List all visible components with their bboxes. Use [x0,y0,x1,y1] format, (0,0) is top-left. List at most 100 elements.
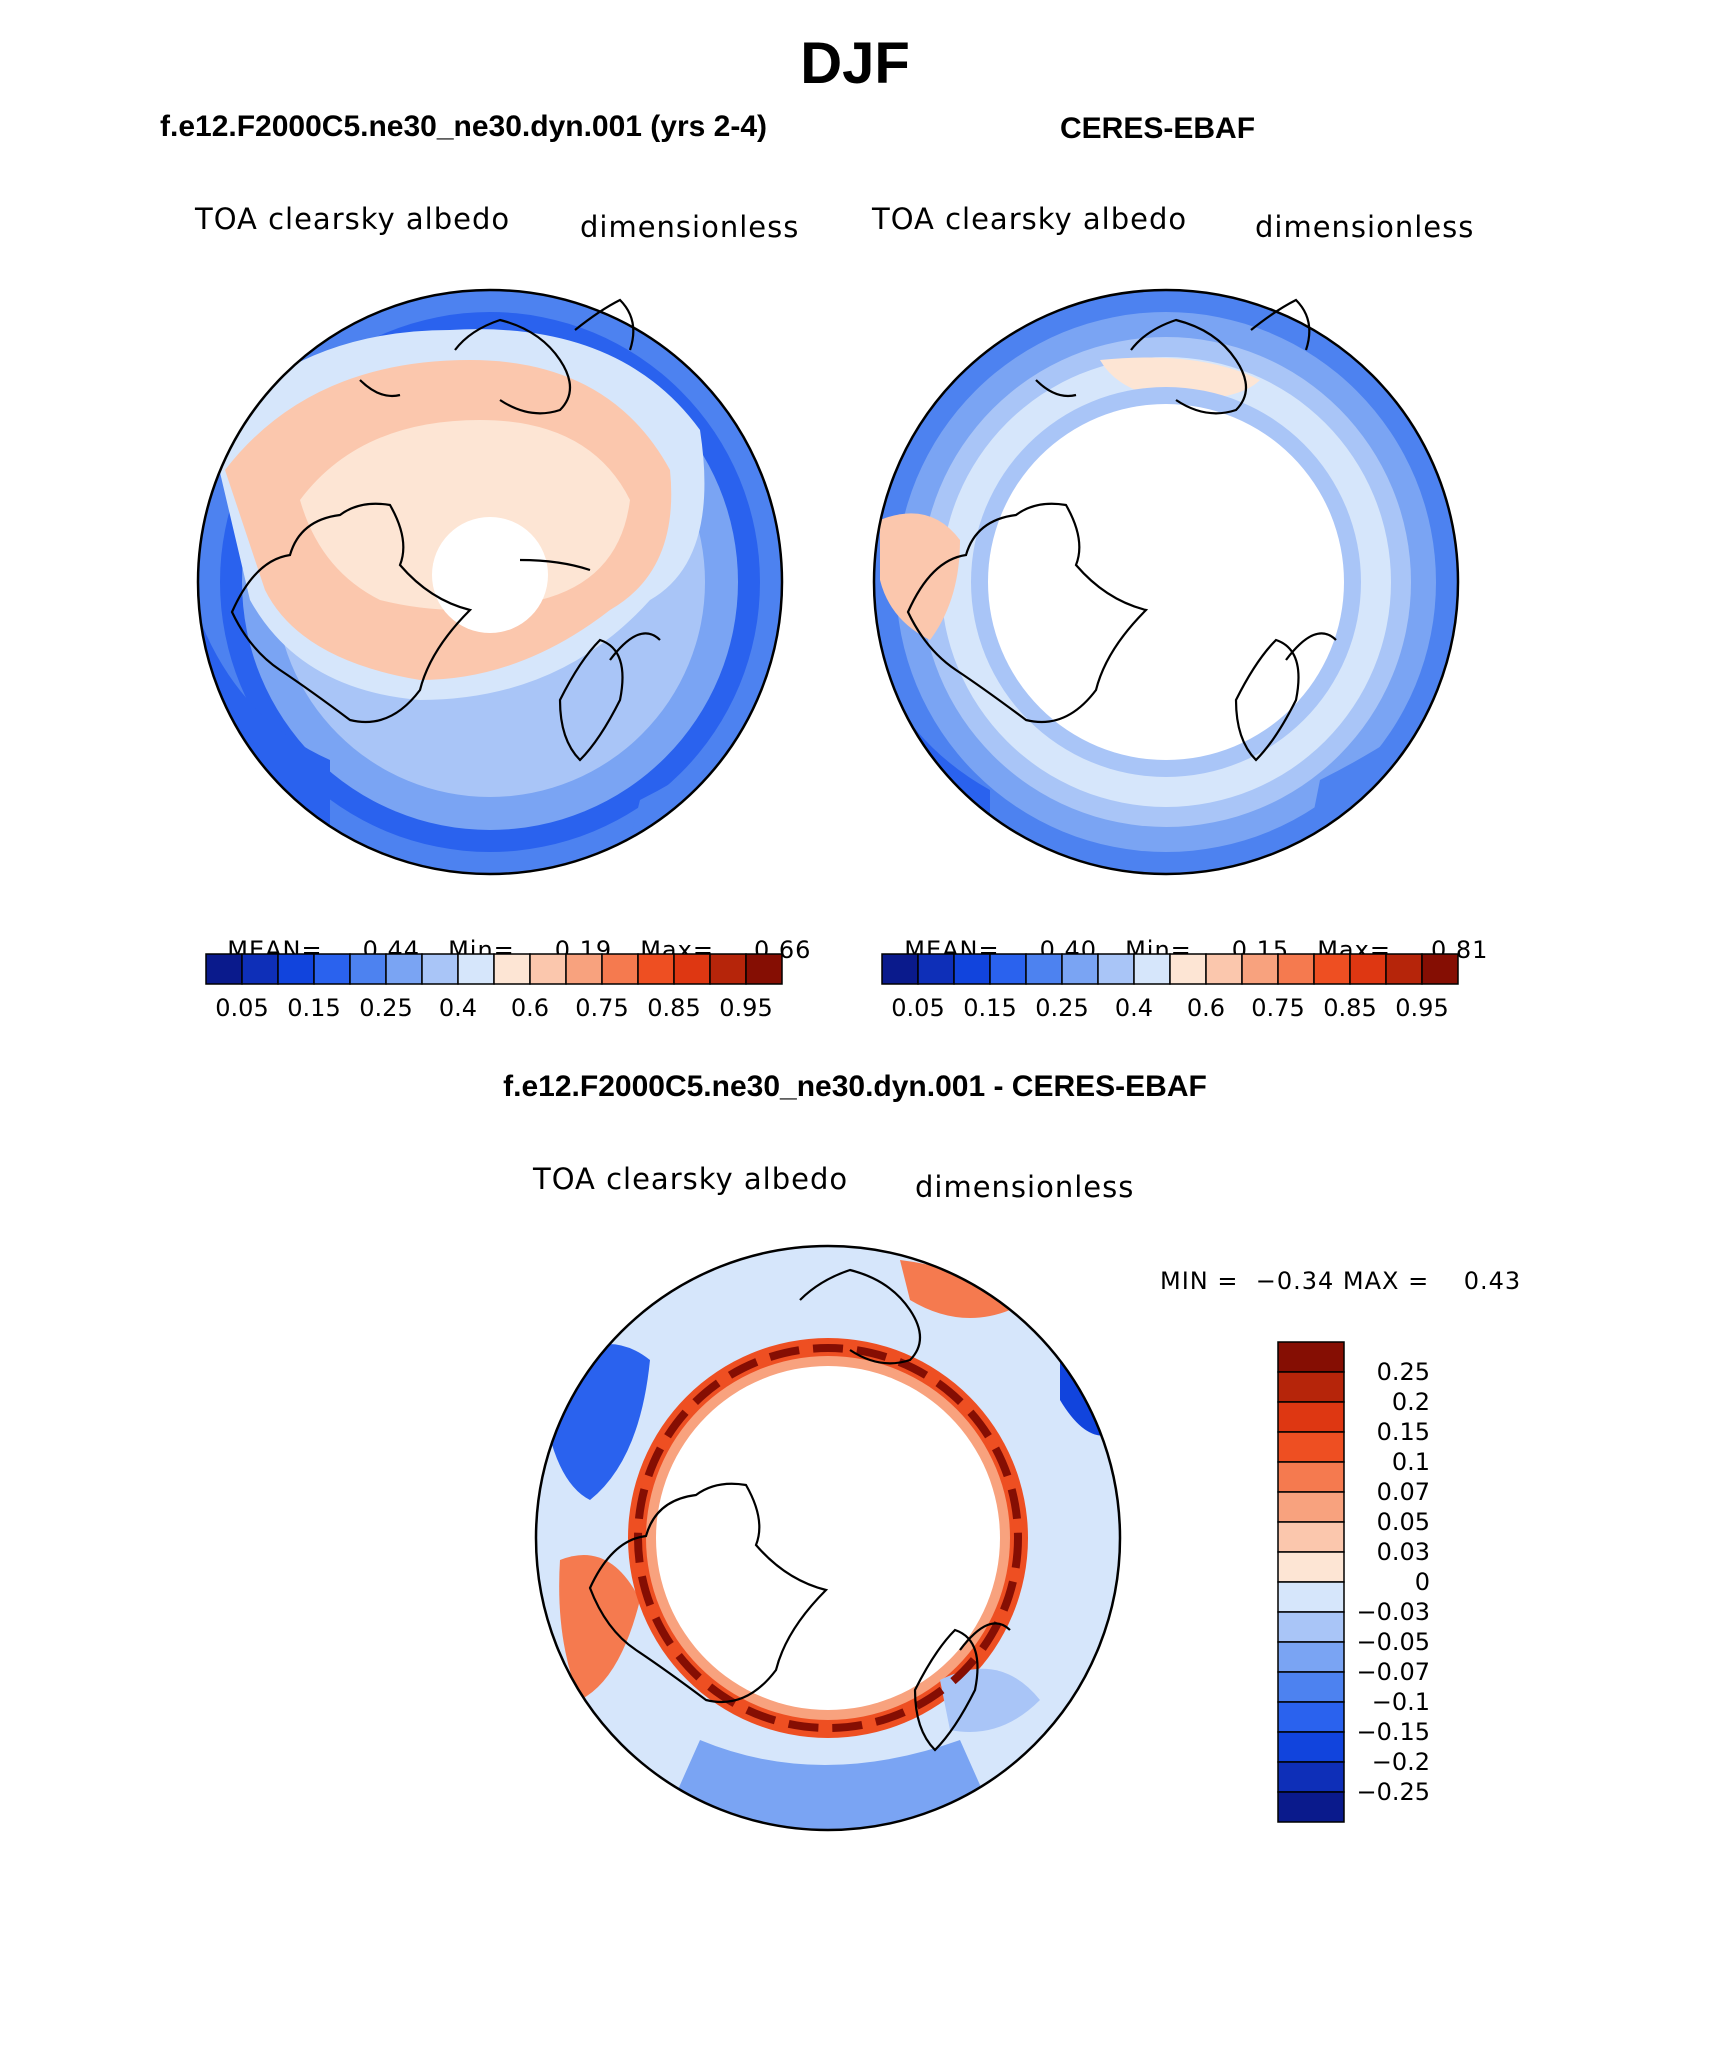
panel-diff-variable-label: TOA clearsky albedo [533,1162,849,1196]
colorbar-obs-swatch [881,953,919,985]
colorbar-model-swatch [601,953,639,985]
colorbar-diff-tick-label: 0.03 [1376,1538,1430,1566]
colorbar-obs-swatch [1205,953,1243,985]
colorbar-diff-tick-label: −0.05 [1356,1628,1430,1656]
colorbar-obs [881,953,1459,985]
colorbar-obs-swatch [1313,953,1351,985]
colorbar-diff-swatch [1277,1611,1345,1643]
colorbar-diff-tick-label: 0.05 [1376,1508,1430,1536]
colorbar-model-swatch [349,953,387,985]
panel-obs-variable-label: TOA clearsky albedo [872,202,1188,236]
colorbar-model-swatch [709,953,747,985]
colorbar-diff-swatch [1277,1731,1345,1763]
colorbar-model-tick-label: 0.95 [719,994,773,1022]
colorbar-diff-swatch [1277,1791,1345,1823]
colorbar-diff-tick-label: −0.03 [1356,1598,1430,1626]
colorbar-obs-swatch [1025,953,1063,985]
colorbar-model-swatch [313,953,351,985]
colorbar-model [205,953,783,985]
colorbar-model-tick-label: 0.25 [359,994,413,1022]
colorbar-model-swatch [673,953,711,985]
colorbar-diff-swatch [1277,1371,1345,1403]
colorbar-obs-swatch [1385,953,1423,985]
colorbar-obs-tick-label: 0.25 [1035,994,1089,1022]
panel-model-units-label: dimensionless [580,210,800,244]
colorbar-model-tick-label: 0.4 [438,994,478,1022]
colorbar-obs-swatch [1421,953,1459,985]
colorbar-diff-swatch [1277,1521,1345,1553]
panel-diff-stats: MIN = −0.34 MAX = 0.43 [1160,1267,1522,1295]
colorbar-diff-tick-label: 0.1 [1391,1448,1430,1476]
map-model [196,288,784,876]
colorbar-diff-tick-label: 0.2 [1391,1388,1430,1416]
colorbar-model-tick-label: 0.6 [510,994,550,1022]
colorbar-model-swatch [421,953,459,985]
panel-diff-subtitle: f.e12.F2000C5.ne30_ne30.dyn.001 - CERES-… [503,1070,1207,1103]
colorbar-diff-tick-label: 0.25 [1376,1358,1430,1386]
map-diff [534,1244,1122,1832]
colorbar-diff-swatch [1277,1461,1345,1493]
colorbar-model-tick-label: 0.15 [287,994,341,1022]
colorbar-diff-tick-label: −0.07 [1356,1658,1430,1686]
panel-model-subtitle: f.e12.F2000C5.ne30_ne30.dyn.001 (yrs 2-4… [160,110,768,143]
colorbar-diff-swatch [1277,1581,1345,1613]
colorbar-obs-tick-label: 0.85 [1323,994,1377,1022]
colorbar-obs-tick-label: 0.75 [1251,994,1305,1022]
figure-title: DJF [800,31,910,96]
colorbar-diff-swatch [1277,1641,1345,1673]
colorbar-diff-swatch [1277,1491,1345,1523]
colorbar-diff-swatch [1277,1671,1345,1703]
colorbar-obs-swatch [989,953,1027,985]
colorbar-model-swatch [493,953,531,985]
colorbar-obs-tick-label: 0.15 [963,994,1017,1022]
colorbar-obs-swatch [953,953,991,985]
panel-diff-units-label: dimensionless [915,1170,1135,1204]
colorbar-model-tick-label: 0.75 [575,994,629,1022]
colorbar-obs-tick-label: 0.05 [891,994,945,1022]
colorbar-model-swatch [565,953,603,985]
map-diff-coastlines [588,1268,1011,1752]
colorbar-model-swatch [529,953,567,985]
colorbar-obs-swatch [1241,953,1279,985]
colorbar-obs-swatch [1169,953,1207,985]
colorbar-model-swatch [277,953,315,985]
colorbar-diff [1277,1341,1345,1823]
colorbar-diff-tick-label: −0.1 [1371,1688,1430,1716]
colorbar-diff-swatch [1277,1551,1345,1583]
colorbar-obs-tick-label: 0.6 [1186,994,1226,1022]
panel-model-variable-label: TOA clearsky albedo [195,202,511,236]
panel-obs-units-label: dimensionless [1255,210,1475,244]
colorbar-diff-tick-label: 0.07 [1376,1478,1430,1506]
map-obs [872,288,1460,876]
colorbar-diff-swatch [1277,1431,1345,1463]
colorbar-model-tick-label: 0.85 [647,994,701,1022]
colorbar-obs-swatch [1133,953,1171,985]
colorbar-diff-swatch [1277,1761,1345,1793]
colorbar-obs-swatch [1277,953,1315,985]
colorbar-diff-tick-label: −0.2 [1371,1748,1430,1776]
colorbar-model-swatch [457,953,495,985]
colorbar-diff-swatch [1277,1701,1345,1733]
colorbar-obs-swatch [917,953,955,985]
colorbar-model-swatch [385,953,423,985]
colorbar-diff-swatch [1277,1341,1345,1373]
colorbar-diff-tick-label: −0.25 [1356,1778,1430,1806]
map-model-coastlines [230,298,661,762]
colorbar-obs-swatch [1349,953,1387,985]
colorbar-model-swatch [241,953,279,985]
colorbar-model-swatch [745,953,783,985]
panel-obs-subtitle: CERES-EBAF [1060,112,1256,145]
colorbar-obs-swatch [1097,953,1135,985]
colorbar-diff-swatch [1277,1401,1345,1433]
colorbar-diff-tick-label: 0 [1414,1568,1430,1596]
colorbar-obs-tick-label: 0.4 [1114,994,1154,1022]
colorbar-model-swatch [637,953,675,985]
colorbar-obs-tick-label: 0.95 [1395,994,1449,1022]
map-obs-coastlines [906,298,1337,762]
colorbar-diff-tick-label: −0.15 [1356,1718,1430,1746]
colorbar-model-swatch [205,953,243,985]
colorbar-model-tick-label: 0.05 [215,994,269,1022]
colorbar-obs-swatch [1061,953,1099,985]
colorbar-diff-tick-label: 0.15 [1376,1418,1430,1446]
